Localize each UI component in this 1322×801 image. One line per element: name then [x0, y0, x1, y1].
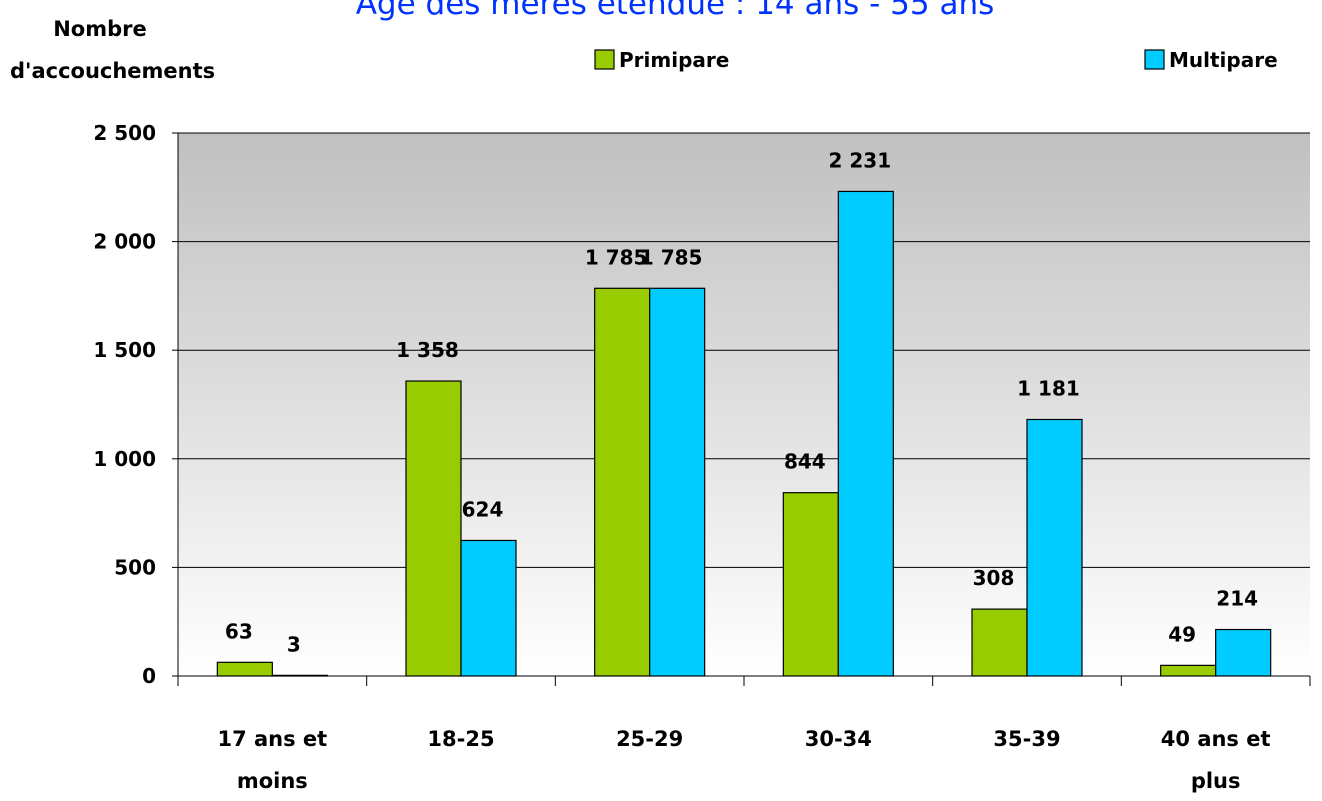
y-tick-label: 1 000: [93, 447, 156, 471]
bar: [971, 608, 1028, 677]
legend-swatch: [594, 49, 615, 70]
bar: [837, 190, 894, 677]
y-axis-label: Nombre d'accouchements: [10, 17, 216, 83]
x-tick-label: 35-39: [993, 727, 1061, 751]
x-tick-label: 25-29: [616, 727, 684, 751]
bar: [594, 287, 651, 677]
value-label: 844: [784, 450, 826, 474]
bar: [405, 380, 462, 677]
chart-title: Age des mères étendue : 14 ans - 55 ans: [356, 0, 995, 22]
value-label: 1 785: [640, 245, 703, 269]
x-tick-label: 30-34: [804, 727, 872, 751]
y-tick-label: 0: [142, 664, 156, 688]
value-label: 308: [973, 566, 1015, 590]
value-label: 3: [287, 632, 301, 656]
y-tick-label: 1 500: [93, 338, 156, 362]
value-label: 1 785: [585, 245, 648, 269]
bar: [782, 492, 839, 677]
x-tick-label: 18-25: [427, 727, 495, 751]
value-label: 1 358: [396, 338, 459, 362]
value-label: 214: [1216, 587, 1258, 611]
value-label: 63: [225, 619, 253, 643]
legend-label: Multipare: [1169, 48, 1278, 72]
bar: [271, 674, 328, 677]
plot-area: [178, 133, 1310, 676]
y-tick-label: 2 500: [93, 121, 156, 145]
bar: [1160, 664, 1217, 677]
bar: [460, 539, 517, 677]
y-tick-label: 500: [114, 555, 156, 579]
x-tick-label: 17 ans et moins: [217, 727, 328, 793]
value-label: 624: [462, 497, 504, 521]
legend-label: Primipare: [619, 48, 729, 72]
value-label: 1 181: [1017, 376, 1080, 400]
value-label: 49: [1168, 622, 1196, 646]
legend-swatch: [1144, 49, 1165, 70]
value-label: 2 231: [829, 148, 892, 172]
y-tick-label: 2 000: [93, 230, 156, 254]
bar: [216, 661, 273, 677]
bar: [1215, 628, 1272, 677]
bar: [649, 287, 706, 677]
x-tick-label: 40 ans et plus: [1160, 727, 1271, 793]
bar: [1026, 418, 1083, 677]
